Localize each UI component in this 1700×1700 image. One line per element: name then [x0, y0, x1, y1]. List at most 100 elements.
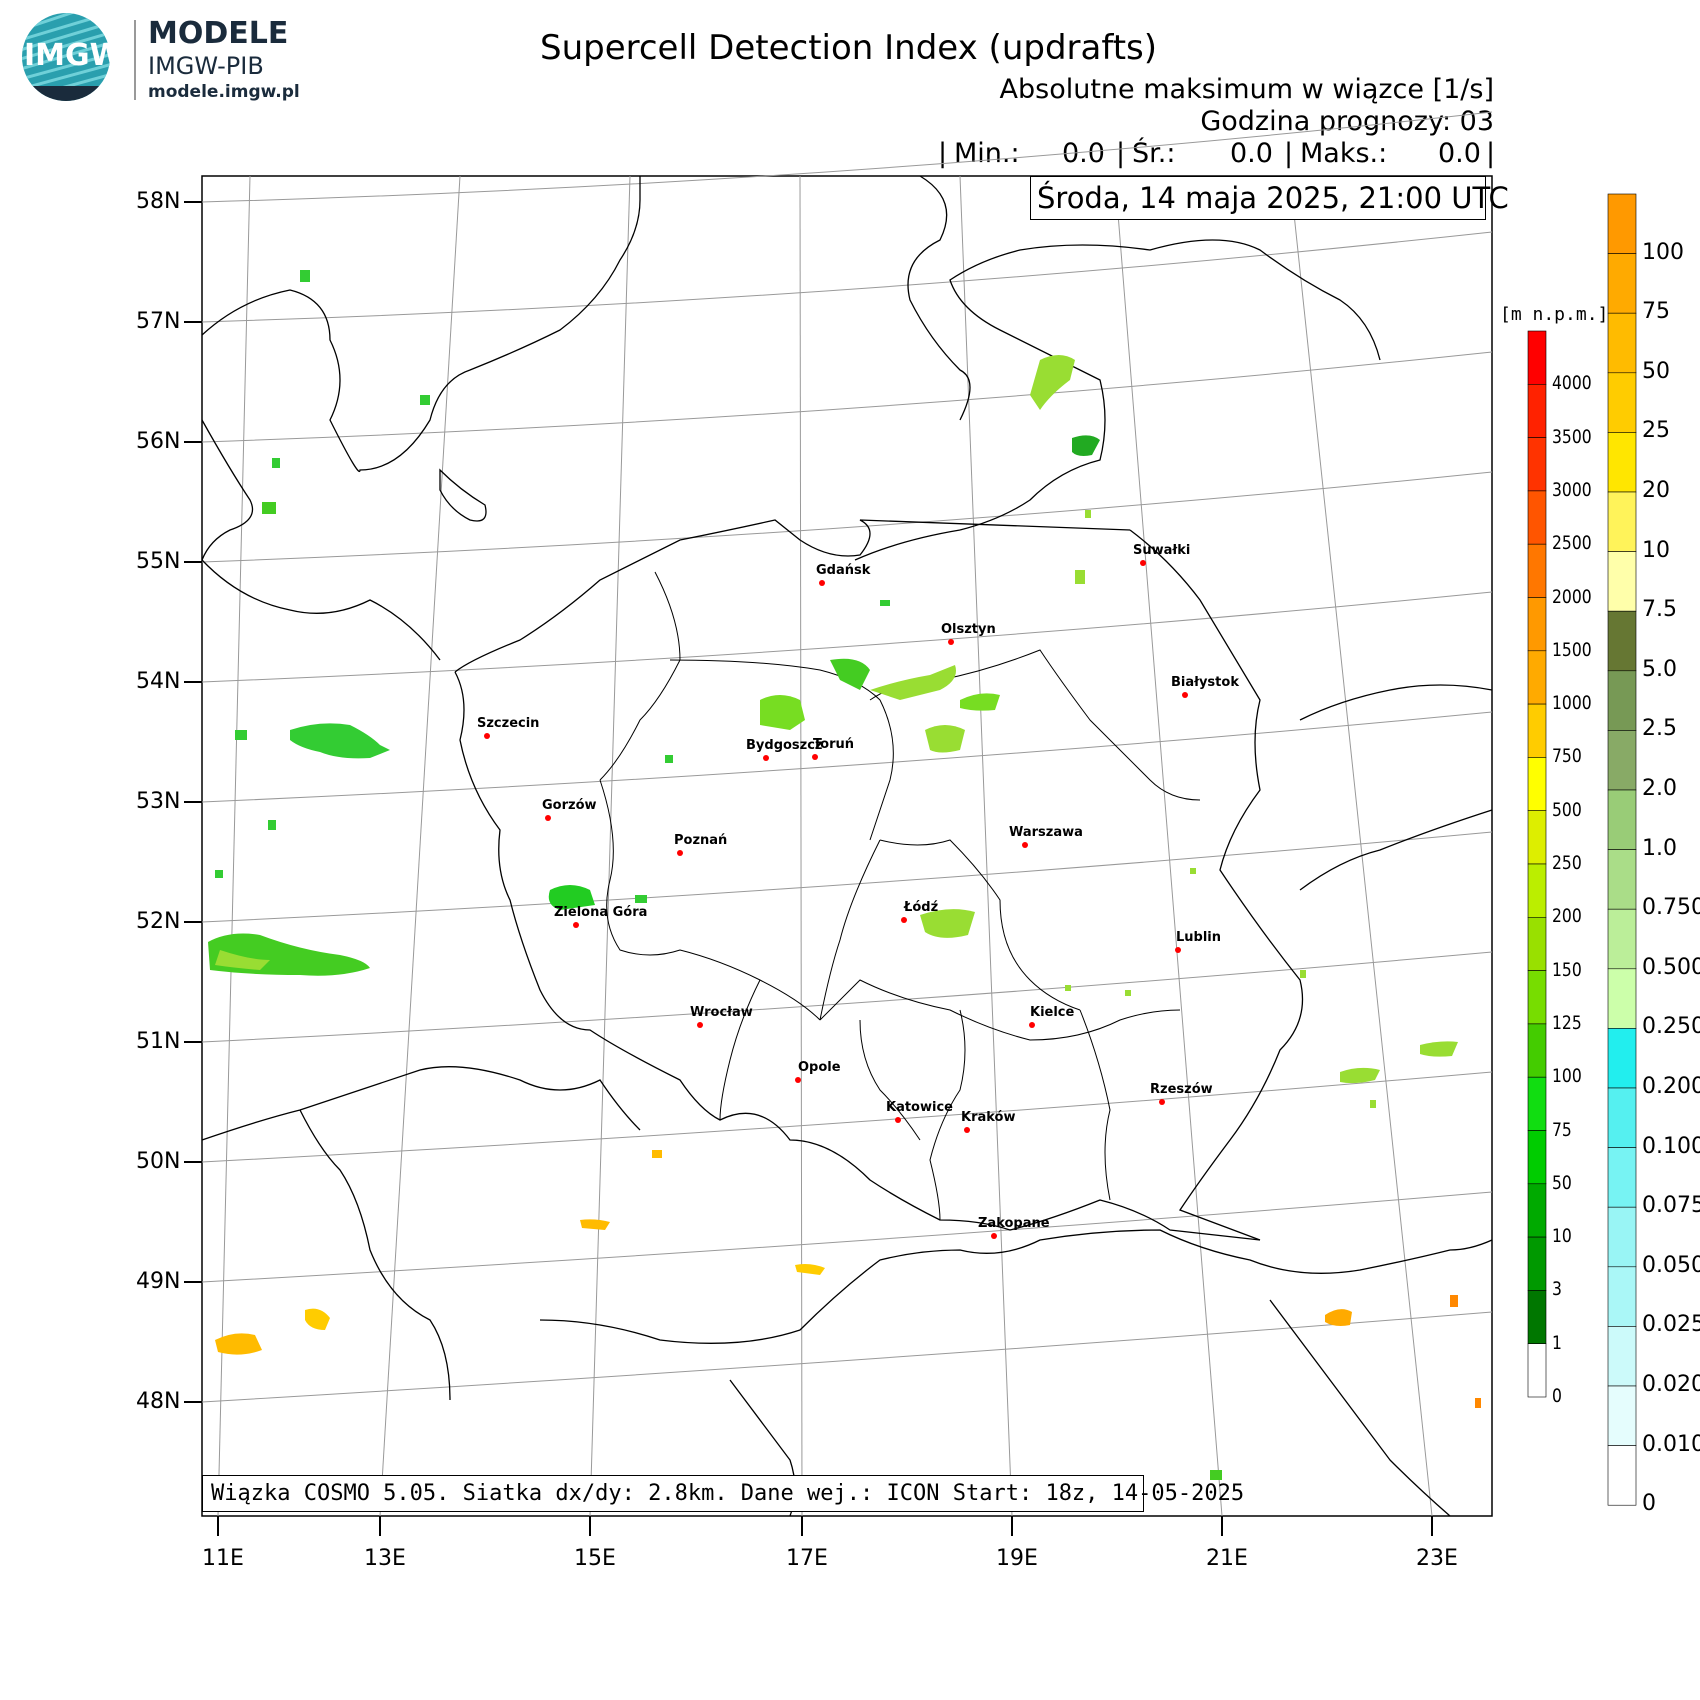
stats-min-label: Min.:: [954, 138, 1020, 169]
longitude-line: [799, 175, 803, 1517]
lon-label: 19E: [996, 1546, 1038, 1571]
orography-swatch: [1527, 330, 1547, 385]
sdi-swatch: [1607, 670, 1637, 731]
lon-label: 23E: [1416, 1546, 1458, 1571]
orography-label: 125: [1552, 1011, 1582, 1034]
latitude-line: [201, 231, 1493, 323]
sdi-label: 5.0: [1642, 656, 1677, 682]
sdi-swatch: [1607, 432, 1637, 493]
stats-mean-label: Śr.:: [1132, 138, 1176, 169]
lat-label: 48N: [136, 1389, 181, 1414]
date-box: Środa, 14 maja 2025, 21:00 UTC: [1030, 176, 1509, 220]
sdi-swatch: [1607, 312, 1637, 374]
forecast-hour: Godzina prognozy: 03: [1200, 106, 1494, 137]
orography-swatch: [1527, 916, 1547, 971]
sdi-swatch: [1607, 789, 1637, 850]
orography-swatch: [1527, 1343, 1547, 1398]
city-label: Zielona Góra: [554, 905, 648, 920]
orography-label: 150: [1552, 958, 1582, 981]
orography-label: 4000: [1552, 372, 1592, 395]
lon-label: 13E: [364, 1546, 406, 1571]
sdi-label: 0.500: [1642, 954, 1700, 980]
lat-label: 51N: [136, 1029, 181, 1054]
orography-label: 75: [1552, 1118, 1572, 1141]
orography-label: 50: [1552, 1171, 1572, 1194]
orography-swatch: [1527, 970, 1547, 1025]
sdi-label: 0: [1642, 1491, 1656, 1517]
orography-swatch: [1527, 1130, 1547, 1185]
city-dot: [1022, 842, 1028, 848]
stats-sep: |: [1116, 138, 1126, 169]
city-label: Gdańsk: [816, 563, 871, 578]
latitude-line: [201, 471, 1493, 563]
stats-line: | Min.: 0.0 | Śr.: 0.0 | Maks.: 0.0 |: [938, 138, 1495, 479]
orography-label: 200: [1552, 905, 1582, 928]
lon-label: 17E: [786, 1546, 828, 1571]
stats-sep: |: [938, 138, 948, 169]
city-dot: [1182, 692, 1188, 698]
orography-swatch: [1527, 383, 1547, 438]
sdi-swatch: [1607, 491, 1637, 552]
stats-sep: |: [1284, 138, 1294, 169]
sdi-swatch: [1607, 551, 1637, 612]
latitude-line: [201, 951, 1493, 1043]
sdi-label: 0.075: [1642, 1193, 1700, 1219]
lat-label: 57N: [136, 309, 181, 334]
city-label: Zakopane: [978, 1216, 1050, 1231]
sdi-field: [208, 270, 1481, 1480]
stats-max-value: 0.0: [1438, 138, 1481, 169]
city-dot: [573, 922, 579, 928]
orography-label: 2000: [1552, 585, 1592, 608]
graticule: [201, 111, 1493, 1517]
city-dot: [763, 755, 769, 761]
sdi-label: 0.050: [1642, 1252, 1700, 1278]
sdi-label: 75: [1642, 299, 1670, 325]
city-dot: [812, 754, 818, 760]
sdi-swatch: [1607, 1147, 1637, 1208]
orography-swatch: [1527, 650, 1547, 705]
orography-label: 250: [1552, 852, 1582, 874]
imgw-logo-mark-icon: IMGW: [22, 13, 123, 101]
sdi-swatch: [1607, 193, 1637, 254]
orography-swatch: [1527, 490, 1547, 545]
imgw-logo: IMGW MODELE IMGW-PIB modele.imgw.pl: [10, 10, 310, 110]
orography-label: 3500: [1552, 425, 1592, 448]
brand-line-1: MODELE: [148, 16, 289, 51]
city-dot: [991, 1233, 997, 1239]
sdi-label: 2.5: [1642, 716, 1677, 742]
city-dot: [1175, 947, 1181, 953]
city-dot: [697, 1022, 703, 1028]
sdi-label: 2.0: [1642, 776, 1677, 801]
map-frame: [201, 175, 1493, 1517]
orography-swatch: [1527, 757, 1547, 812]
orography-swatch: [1527, 437, 1547, 492]
sdi-label: 0.200: [1642, 1074, 1700, 1099]
city-label: Kielce: [1030, 1005, 1075, 1020]
sdi-label: 25: [1642, 418, 1670, 444]
lat-label: 53N: [136, 789, 181, 814]
sdi-label: 0.750: [1642, 895, 1700, 921]
city-label: Gorzów: [542, 798, 597, 813]
sdi-label: 0.250: [1642, 1014, 1700, 1040]
city-dot: [1159, 1099, 1165, 1105]
orography-label: 2500: [1552, 532, 1592, 555]
latitude-line: [201, 1311, 1493, 1403]
orography-label: 0: [1552, 1385, 1562, 1407]
stats-max-label: Maks.:: [1300, 138, 1388, 169]
sdi-label: 0.025: [1642, 1312, 1700, 1338]
orography-label: 1: [1552, 1331, 1562, 1354]
city-label: Warszawa: [1009, 825, 1083, 840]
city-label: Suwałki: [1133, 543, 1191, 558]
latitude-line: [201, 351, 1493, 443]
sdi-label: 7.5: [1642, 597, 1677, 623]
orography-swatch: [1527, 703, 1547, 758]
latitude-line: [201, 111, 1493, 203]
city-label: Toruń: [813, 737, 854, 752]
sdi-swatch: [1607, 1087, 1637, 1148]
sdi-swatch: [1607, 253, 1637, 314]
city-label: Lublin: [1176, 930, 1222, 945]
latitude-line: [201, 1191, 1493, 1283]
city-dot: [819, 580, 825, 586]
city-dot: [545, 815, 551, 821]
